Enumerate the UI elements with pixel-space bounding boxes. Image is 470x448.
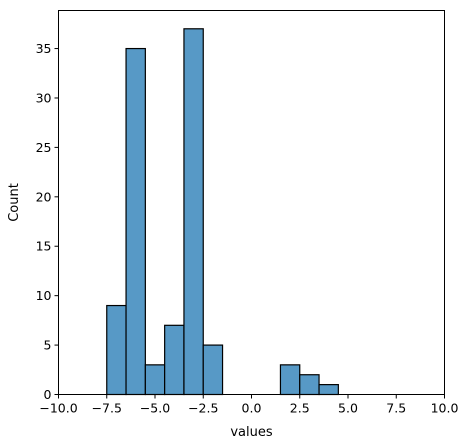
x-axis-ticks: −10.0 −7.5 −5.0 −2.5 0.0 2.5 5.0 7.5 10.0 (39, 394, 459, 416)
y-tick-label: 35 (36, 41, 52, 56)
y-tick-label: 25 (36, 140, 52, 155)
x-tick-label: 10.0 (431, 401, 459, 416)
y-axis-label: Count (7, 183, 22, 222)
histogram-bar (202, 344, 224, 396)
histogram-bar (164, 324, 185, 396)
x-tick-label: 0.0 (242, 401, 262, 416)
y-axis-ticks: 0 5 10 15 20 25 30 35 (36, 41, 59, 402)
x-tick-label: 7.5 (386, 401, 406, 416)
histogram-bar (125, 47, 146, 396)
x-tick-label: 2.5 (290, 401, 310, 416)
y-tick-label: 30 (36, 90, 52, 105)
y-tick-label: 10 (36, 288, 52, 303)
y-tick-label: 0 (44, 387, 52, 402)
x-tick-label: −7.5 (92, 401, 122, 416)
x-tick-label: −10.0 (39, 401, 77, 416)
y-tick-label: 5 (44, 338, 52, 353)
x-tick-label: 5.0 (338, 401, 358, 416)
histogram-bar (279, 364, 301, 396)
histogram-bar (106, 304, 127, 396)
histogram-bar (144, 364, 166, 396)
x-axis-label: values (230, 425, 273, 440)
histogram-bars (106, 28, 339, 396)
histogram-bar (299, 374, 320, 396)
histogram-bar (318, 384, 339, 396)
histogram-bar (183, 28, 204, 396)
y-tick-label: 15 (36, 239, 52, 254)
x-tick-label: −2.5 (188, 401, 218, 416)
x-tick-label: −5.0 (140, 401, 170, 416)
y-tick-label: 20 (36, 189, 52, 204)
